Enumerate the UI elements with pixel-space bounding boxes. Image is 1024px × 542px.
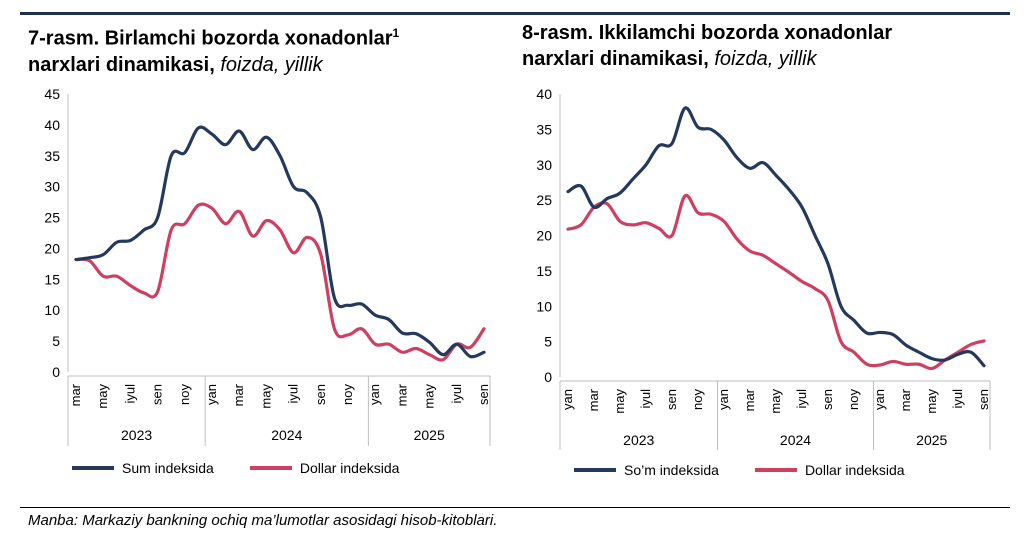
chart1-legend-label-sum: Sum indeksida [122,460,214,476]
chart2-ytick-label-6: 30 [536,157,552,173]
source-note: Manba: Markaziy bankning ochiq ma’lumotl… [28,512,498,529]
chart2-title-unit: foizda, yillik [714,48,817,70]
chart2-ytick-label-3: 15 [536,263,552,279]
chart1-xtick-label-9: sen [313,384,328,405]
chart1-legend-item-sum: Sum indeksida [72,460,214,476]
chart2-year-label-2: 2025 [916,432,947,448]
chart1-legend-label-dollar: Dollar indeksida [299,460,400,476]
chart1-series-line-1 [74,202,486,362]
chart1-ytick-label-5: 25 [44,210,60,226]
chart1-title-footnote: 1 [392,26,400,40]
chart1-xtick-label-11: yan [367,384,382,405]
chart2-ytick-label-8: 40 [536,86,552,102]
chart1-xtick-label-15: sen [476,384,491,405]
chart2-xtick-label-16: sen [976,389,991,410]
chart2-xtick-label-7: mar [742,388,757,411]
chart1-year-label-1: 2024 [271,427,302,443]
chart2-legend-item-dollar: Dollar indeksida [754,462,905,478]
chart2-xtick-label-1: mar [586,388,601,411]
chart1-ytick-label-2: 10 [44,302,60,318]
chart2-xtick-label-3: iyul [638,389,653,409]
chart2-ytick-label-1: 5 [544,334,552,350]
chart1-title-unit: foizda, yillik [220,53,323,76]
chart2-legend-label-dollar: Dollar indeksida [804,462,905,478]
chart1-ytick-label-0: 0 [52,364,60,380]
chart1-xtick-label-0: mar [68,383,83,406]
chart1-legend-swatch-sum [72,466,114,470]
chart1-year-label-0: 2023 [121,427,152,443]
chart1-title-line2: narxlari dinamikasi, [28,53,215,76]
chart1-xtick-label-4: noy [177,384,192,405]
chart2-year-label-0: 2023 [623,432,654,448]
chart2-xtick-label-2: may [612,389,627,414]
chart1-ytick-label-8: 40 [44,117,60,133]
chart1-xtick-label-5: yan [204,384,219,405]
chart2-xtick-label-11: noy [846,389,861,410]
chart2-xtick-label-14: may [924,389,939,414]
chart2-xtick-label-15: iyul [950,389,965,409]
chart2-xtick-label-6: yan [716,389,731,410]
chart1-xtick-label-14: iyul [449,384,464,404]
chart1-xtick-label-13: may [422,384,437,409]
chart1-xtick-label-12: mar [394,383,409,406]
chart2-legend-item-som: So’m indeksida [574,462,719,478]
chart2-xtick-label-13: mar [898,388,913,411]
chart1-ytick-label-7: 35 [44,148,60,164]
chart1-xtick-label-6: mar [231,383,246,406]
top-rule [20,12,1010,15]
chart1-title-line1: 7-rasm. Birlamchi bozorda xonadonlar [28,27,393,50]
chart1-series-line-0 [74,125,486,359]
chart2-ytick-label-0: 0 [544,369,552,385]
chart2-ytick-label-7: 35 [536,121,552,137]
chart2-xtick-label-9: iyul [794,389,809,409]
chart2-year-label-1: 2024 [780,432,811,448]
chart1-year-label-2: 2025 [414,427,445,443]
chart2-ytick-label-4: 20 [536,228,552,244]
chart1-legend-item-dollar: Dollar indeksida [249,460,400,476]
chart2-xtick-label-8: may [768,389,783,414]
chart2-title-line1: 8-rasm. Ikkilamchi bozorda xonadonlar [522,22,893,44]
chart2-xtick-label-12: yan [872,389,887,410]
chart2-legend-swatch-som [574,468,616,472]
chart1-xtick-label-7: may [258,384,273,409]
chart2-legend: So’m indeksida Dollar indeksida [574,462,941,478]
chart1-ytick-label-3: 15 [44,271,60,287]
chart1-xtick-label-1: may [95,384,110,409]
chart1-title: 7-rasm. Birlamchi bozorda xonadonlar1 na… [28,20,399,78]
chart2-legend-swatch-dollar [754,468,797,472]
chart2-ytick-label-2: 10 [536,298,552,314]
chart2-xtick-label-4: sen [664,389,679,410]
chart1-legend-swatch-dollar [249,466,292,470]
chart1-xtick-label-10: noy [340,384,355,405]
chart2-ytick-label-5: 25 [536,192,552,208]
chart1-xtick-label-3: sen [150,384,165,405]
chart2-xtick-label-10: sen [820,389,835,410]
chart1-ytick-label-9: 45 [44,86,60,102]
chart1-ytick-label-4: 20 [44,240,60,256]
chart2-title-line2: narxlari dinamikasi, [522,48,709,70]
chart2-xtick-label-0: yan [560,389,575,410]
chart1-legend: Sum indeksida Dollar indeksida [72,460,435,476]
chart2-xtick-label-5: noy [690,389,705,410]
chart1-xtick-label-2: iyul [122,384,137,404]
chart1-xtick-label-8: iyul [286,384,301,404]
chart2-title: 8-rasm. Ikkilamchi bozorda xonadonlar na… [522,20,892,72]
chart1-ytick-label-1: 5 [52,333,60,349]
chart2-legend-label-som: So’m indeksida [624,462,719,478]
source-rule [20,507,1010,508]
chart2-series-line-0 [566,106,986,368]
chart2-series-line-1 [566,193,986,371]
chart1-ytick-label-6: 30 [44,179,60,195]
